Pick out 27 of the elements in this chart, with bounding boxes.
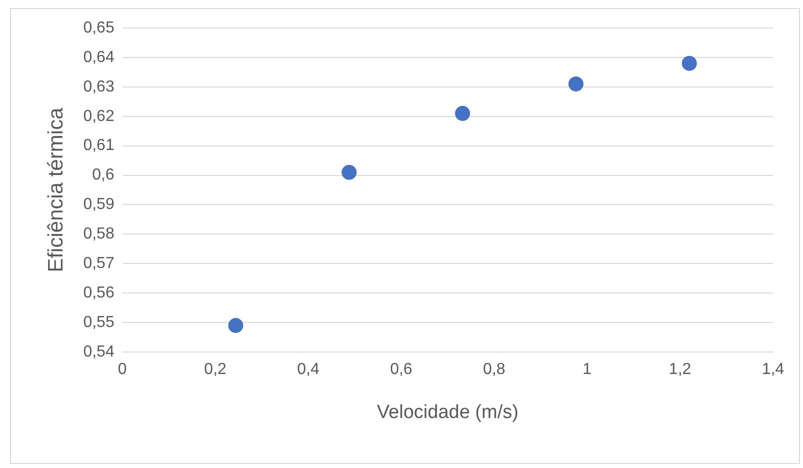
y-tick-label: 0,55 <box>83 314 114 331</box>
x-tick-label: 0,8 <box>483 361 506 378</box>
x-tick-label: 1 <box>582 361 592 378</box>
x-tick-label: 0 <box>118 361 127 378</box>
y-tick-label: 0,63 <box>83 78 114 96</box>
y-tick-label: 0,64 <box>83 48 114 66</box>
x-tick-label: 0,4 <box>297 361 320 378</box>
y-tick-label: 0,62 <box>83 108 114 125</box>
y-tick-label: 0,61 <box>83 137 114 154</box>
x-tick-label: 1,2 <box>668 361 692 378</box>
x-axis-title: Velocidade (m/s) <box>376 402 518 423</box>
point <box>342 164 357 180</box>
point <box>455 106 470 121</box>
y-tick-label: 0,57 <box>83 255 114 272</box>
y-tick-label: 0,65 <box>83 19 114 36</box>
y-tick-label: 0,59 <box>83 196 114 214</box>
x-tick-label: 0,2 <box>204 361 227 378</box>
y-axis-title: Eficiência térmica <box>44 107 68 272</box>
point <box>568 76 584 92</box>
x-tick-label: 0,6 <box>390 361 412 378</box>
y-tick-label: 0,58 <box>83 226 114 243</box>
y-tick-label: 0,6 <box>92 166 114 184</box>
y-tick-label: 0,56 <box>83 284 114 302</box>
point <box>228 318 244 333</box>
point <box>682 56 697 71</box>
y-tick-label: 0,54 <box>83 343 114 360</box>
x-tick-label: 1,4 <box>762 361 784 378</box>
